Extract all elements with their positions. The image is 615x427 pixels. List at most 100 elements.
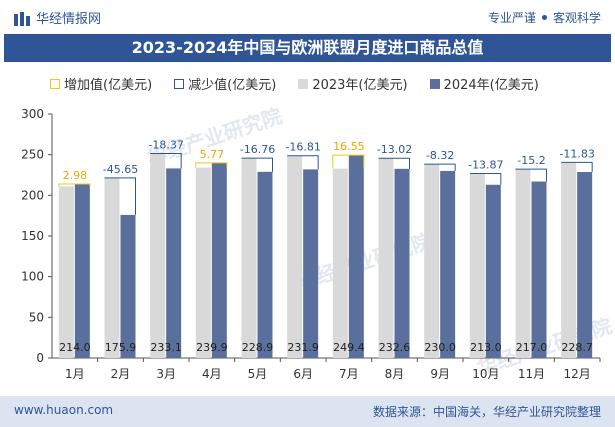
top-bar: 华经情报网 专业严谨 客观科学: [0, 0, 615, 34]
change-bracket: [58, 183, 91, 187]
change-bracket: [287, 155, 319, 170]
legend-decrease[interactable]: 减少值(亿美元): [174, 74, 276, 93]
tag-objective: 客观科学: [552, 11, 601, 25]
legend-increase-swatch: [50, 78, 60, 89]
bar-2024: [166, 168, 182, 358]
value-label-2024: 231.9: [287, 341, 319, 354]
x-tick-label: 7月: [339, 367, 359, 381]
bar-2023: [469, 173, 485, 358]
bar-2023: [515, 169, 531, 358]
x-tick-label: 4月: [202, 367, 222, 381]
change-bracket: [195, 162, 228, 168]
change-bracket: [241, 157, 273, 172]
value-label-2024: 239.9: [196, 341, 228, 354]
bar-2023: [195, 167, 211, 358]
bar-2024: [577, 171, 593, 358]
legend-2023[interactable]: 2023年(亿美元): [298, 74, 408, 93]
change-label: -18.37: [148, 138, 183, 151]
x-tick-label: 3月: [156, 367, 176, 381]
legend-increase[interactable]: 增加值(亿美元): [50, 74, 152, 93]
change-bracket: [469, 172, 502, 185]
value-label-2024: 233.1: [150, 341, 182, 354]
change-label: 2.98: [63, 169, 88, 182]
legend-decrease-swatch: [174, 78, 185, 89]
y-tick-label: 50: [29, 310, 44, 324]
bar-2023: [378, 158, 394, 358]
change-label: 16.55: [333, 140, 365, 153]
bar-2024: [257, 171, 273, 358]
x-tick-label: 1月: [65, 367, 85, 381]
footer-website[interactable]: www.huaon.com: [14, 403, 114, 417]
change-label: -11.83: [559, 147, 594, 160]
bar-2024: [394, 168, 410, 358]
change-label: -15.2: [517, 154, 545, 167]
x-tick-label: 8月: [385, 367, 405, 381]
bar-2023: [287, 155, 303, 358]
chart-legend: 增加值(亿美元) 减少值(亿美元) 2023年(亿美元) 2024年(亿美元): [50, 74, 539, 93]
chart-title: 2023-2024年中国与欧洲联盟月度进口商品总值: [4, 34, 611, 62]
bar-2023: [424, 164, 440, 358]
value-label-2024: 214.0: [59, 341, 91, 354]
value-label-2024: 232.6: [379, 341, 411, 354]
footer: www.huaon.com 数据来源：中国海关，华经产业研究院整理: [0, 396, 615, 427]
x-tick-label: 5月: [248, 367, 268, 381]
value-label-2024: 228.9: [242, 341, 274, 354]
bar-2024: [74, 183, 90, 358]
change-bracket: [515, 168, 547, 182]
change-bracket: [104, 177, 136, 215]
y-tick-label: 100: [21, 270, 44, 284]
brand[interactable]: 华经情报网: [14, 8, 101, 27]
value-label-2024: 175.9: [105, 341, 137, 354]
x-tick-label: 10月: [472, 367, 499, 381]
x-tick-label: 12月: [564, 367, 591, 381]
bar-2024: [303, 169, 319, 358]
change-label: -13.87: [468, 158, 503, 171]
bar-2024: [485, 184, 501, 358]
change-label: 5.77: [200, 148, 225, 161]
y-tick-label: 300: [21, 107, 44, 121]
x-tick-label: 6月: [293, 367, 313, 381]
change-label: -45.65: [103, 163, 138, 176]
legend-2023-swatch: [298, 78, 309, 89]
value-label-2024: 228.7: [561, 341, 593, 354]
bar-chart: 华经产业研究院华经产业研究院华经产业研究院0501001502002503002…: [21, 104, 615, 381]
change-label: -16.76: [240, 143, 275, 156]
change-bracket: [424, 163, 456, 171]
change-label: -8.32: [426, 149, 454, 162]
footer-source: 数据来源：中国海关，华经产业研究院整理: [372, 405, 601, 419]
legend-2023-label: 2023年(亿美元): [312, 78, 408, 93]
change-label: -13.02: [377, 143, 412, 156]
change-bracket: [332, 154, 365, 169]
y-tick-label: 200: [21, 188, 44, 202]
x-tick-label: 9月: [430, 367, 450, 381]
bar-2024: [440, 170, 456, 358]
bar-2023: [241, 158, 257, 358]
y-tick-label: 150: [21, 229, 44, 243]
bar-2024: [211, 162, 227, 358]
value-label-2024: 249.4: [333, 341, 365, 354]
x-tick-label: 2月: [111, 367, 131, 381]
change-bracket: [150, 152, 182, 169]
y-tick-label: 0: [36, 351, 44, 365]
dot-separator-icon: [541, 15, 547, 20]
bar-2023: [104, 177, 120, 358]
legend-2024-label: 2024年(亿美元): [443, 78, 539, 93]
header-tags: 专业严谨 客观科学: [488, 9, 601, 26]
bar-2023: [58, 186, 74, 358]
bar-2024: [120, 214, 136, 358]
value-label-2024: 230.0: [424, 341, 456, 354]
x-tick-label: 11月: [518, 367, 545, 381]
brand-name: 华经情报网: [36, 12, 102, 27]
tag-professional: 专业严谨: [487, 11, 536, 25]
legend-increase-label: 增加值(亿美元): [64, 78, 153, 93]
legend-2024-swatch: [429, 78, 440, 89]
change-bracket: [561, 161, 593, 172]
legend-decrease-label: 减少值(亿美元): [188, 78, 277, 93]
legend-2024[interactable]: 2024年(亿美元): [429, 74, 539, 93]
value-label-2024: 217.0: [516, 341, 548, 354]
bar-2024: [531, 181, 547, 358]
bar-2024: [348, 155, 364, 358]
change-bracket: [378, 157, 410, 169]
change-label: -16.81: [285, 141, 320, 154]
brand-logo-icon: [14, 11, 30, 26]
